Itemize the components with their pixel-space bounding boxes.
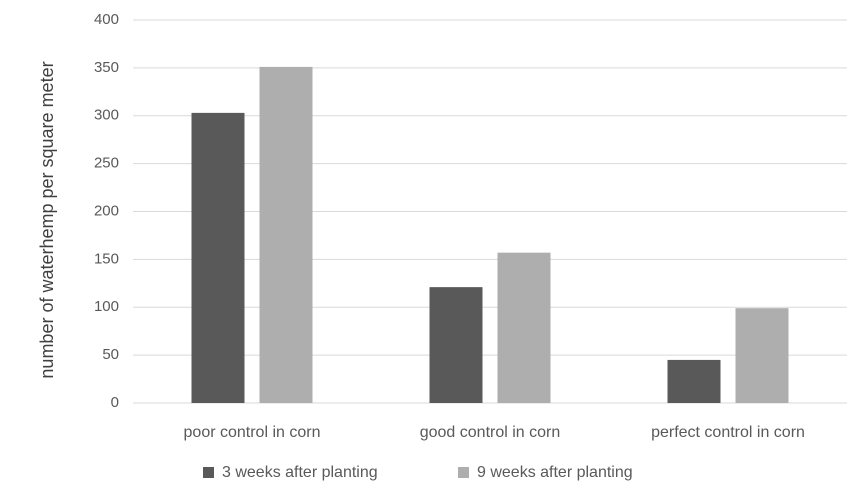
y-tick-label: 100	[94, 298, 119, 315]
bar	[429, 287, 483, 403]
y-axis-label: number of waterhemp per square meter	[37, 61, 57, 379]
legend-label: 3 weeks after planting	[222, 464, 378, 481]
bar	[735, 308, 789, 403]
y-tick-label: 0	[111, 394, 119, 411]
bar	[497, 252, 551, 403]
legend-swatch	[458, 467, 469, 478]
x-tick-label: good control in corn	[420, 424, 561, 441]
bar	[259, 66, 313, 403]
legend-swatch	[203, 467, 214, 478]
bar	[667, 359, 721, 403]
y-tick-label: 400	[94, 11, 119, 28]
y-tick-label: 350	[94, 59, 119, 76]
y-tick-label: 50	[102, 346, 119, 363]
x-tick-label: perfect control in corn	[651, 424, 805, 441]
bar	[191, 112, 245, 403]
y-tick-label: 250	[94, 155, 119, 172]
y-tick-label: 150	[94, 250, 119, 267]
y-tick-label: 200	[94, 202, 119, 219]
x-tick-label: poor control in corn	[184, 424, 321, 441]
legend-label: 9 weeks after planting	[477, 464, 633, 481]
y-tick-label: 300	[94, 107, 119, 124]
